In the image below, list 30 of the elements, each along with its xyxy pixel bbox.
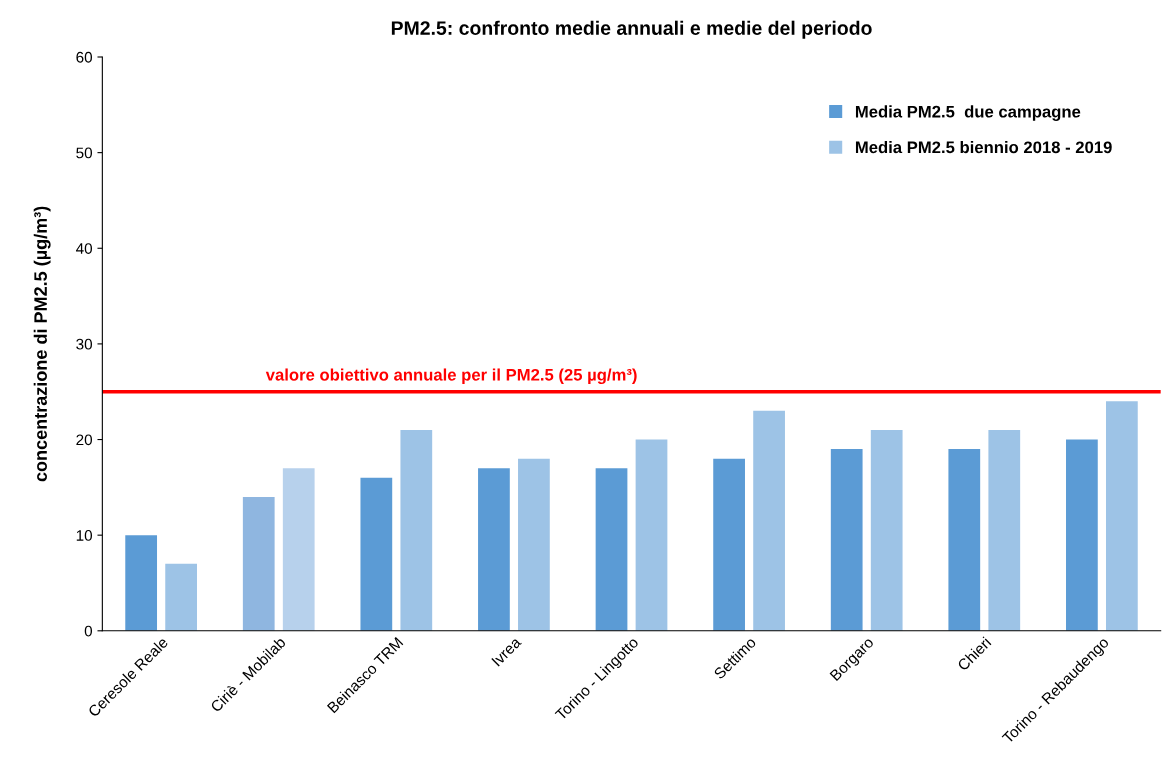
bar	[125, 535, 158, 631]
bar	[518, 458, 550, 631]
bar	[400, 429, 433, 631]
bar	[713, 458, 745, 631]
y-tick-label: 0	[84, 625, 93, 637]
y-tick-label: 10	[76, 530, 93, 541]
bar	[242, 496, 275, 631]
bar	[988, 429, 1021, 631]
bar	[360, 477, 393, 631]
bar	[165, 563, 198, 631]
bar	[830, 449, 863, 631]
bar	[753, 410, 785, 631]
bar	[635, 439, 668, 631]
legend-label: Media PM2.5 biennio 2018 - 2019	[855, 140, 1112, 154]
bar	[282, 468, 315, 631]
bar	[595, 468, 628, 631]
y-tick-label: 60	[76, 51, 93, 63]
bar	[1105, 401, 1138, 631]
bar	[1066, 439, 1098, 631]
y-tick-label: 30	[76, 338, 93, 350]
y-axis-title: concentrazione di PM2.5 (µg/m³)	[33, 206, 51, 482]
y-tick-label: 40	[75, 243, 93, 254]
chart-title: PM2.5: confronto medie annuali e medie del periodo	[391, 20, 872, 39]
bar	[478, 468, 510, 631]
legend-label: Media PM2.5 due campagne	[855, 105, 1081, 121]
bar	[948, 449, 981, 631]
y-tick-label: 20	[76, 434, 93, 446]
bar	[870, 429, 903, 631]
y-tick-label: 50	[76, 147, 93, 159]
ref-line-label: valore obiettivo annuale per il PM2.5 (25 µg/m³)	[265, 368, 637, 385]
